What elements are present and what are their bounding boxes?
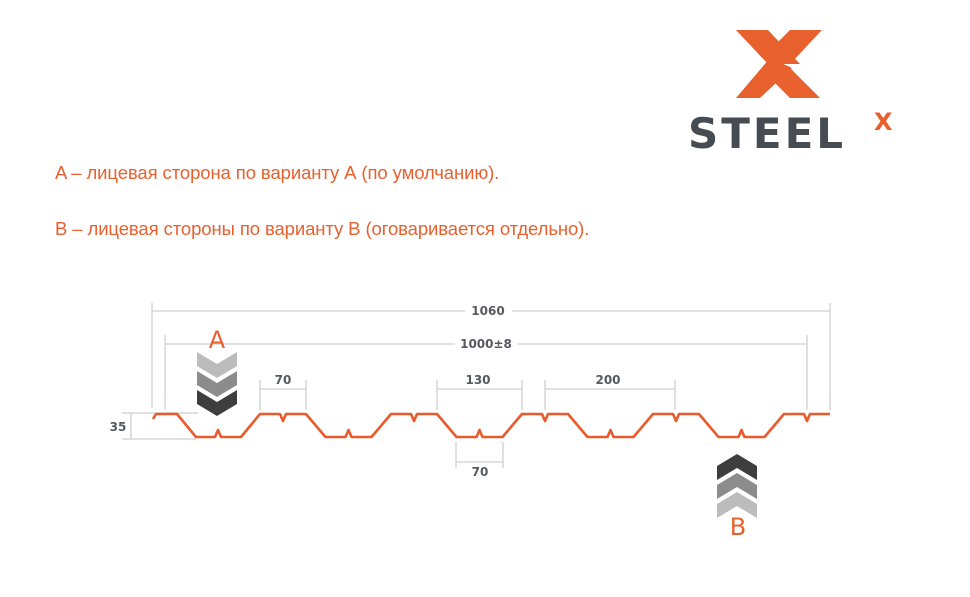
logo-superscript: X: [874, 108, 893, 136]
dim-35: 35: [110, 420, 127, 434]
side-b-label: B: [730, 513, 746, 541]
dim-1000: 1000±8: [460, 337, 512, 351]
dim-bottom-70: 70: [472, 465, 489, 479]
dimension-lines: [122, 303, 831, 468]
side-a-label: A: [209, 326, 226, 354]
steelx-logo: STEEL X: [688, 30, 893, 158]
dim-1060: 1060: [471, 304, 504, 318]
legend-line-a: A – лицевая сторона по варианту А (по ум…: [55, 162, 500, 183]
dim-130: 130: [465, 373, 490, 387]
dim-top-70: 70: [275, 373, 292, 387]
profile-line: [151, 412, 830, 439]
side-b-arrows: [717, 454, 757, 518]
dim-200: 200: [595, 373, 620, 387]
logo-text: STEEL: [688, 109, 846, 158]
side-a-arrows: [197, 352, 237, 416]
legend-line-b: B – лицевая стороны по варианту B (огова…: [55, 218, 590, 239]
